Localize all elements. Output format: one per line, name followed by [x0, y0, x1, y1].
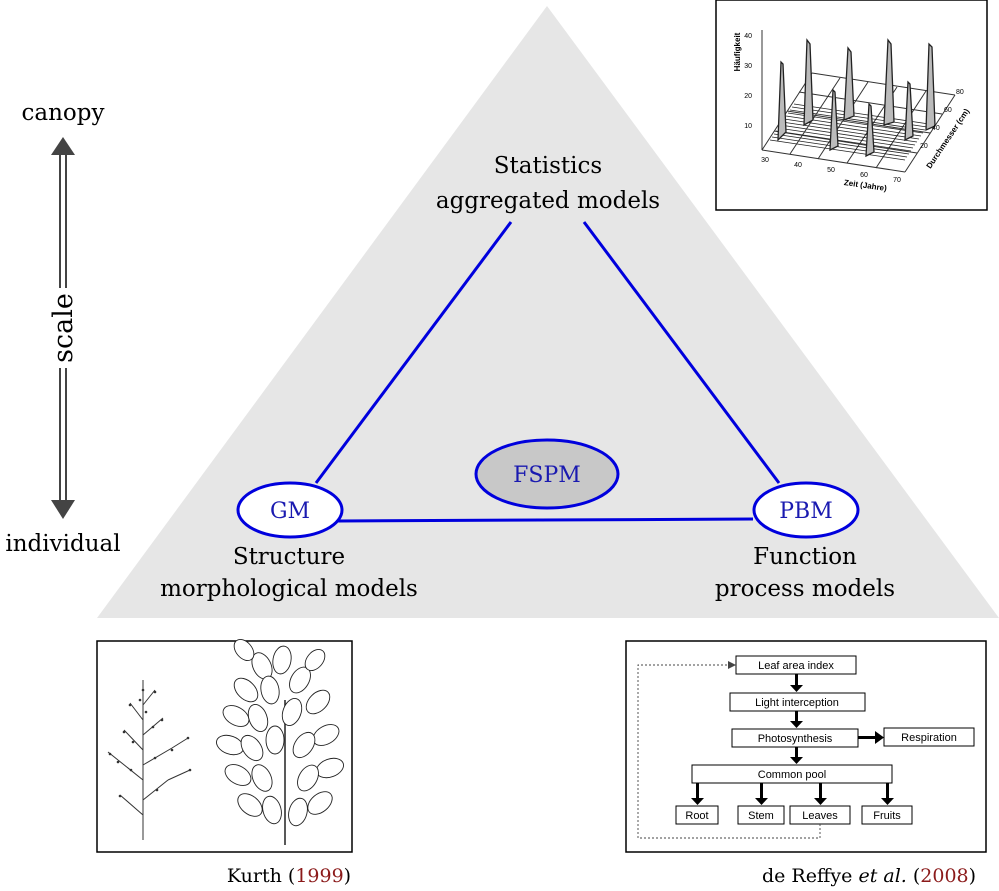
- flow-feedback-loop: [637, 664, 821, 839]
- flow-root: Root: [685, 810, 708, 822]
- flow-fruits: Fruits: [873, 810, 901, 822]
- flow-common-pool-box: [691, 764, 893, 784]
- structure-label: Structure: [233, 544, 345, 570]
- model-triangle-edges: [314, 221, 781, 523]
- scale-arrow-down: [51, 500, 75, 519]
- citation-dereffye-year[interactable]: 2008: [920, 865, 968, 887]
- flow-fruits-box: [861, 805, 913, 825]
- citation-kurth: Kurth (1999): [227, 865, 351, 887]
- scale-bottom-label: individual: [5, 531, 120, 557]
- stat-xtick-60: 60: [860, 172, 868, 179]
- stat-xtick-40: 40: [794, 162, 802, 169]
- flow-common-pool: Common pool: [758, 769, 826, 781]
- leafy-tree-drawing: [216, 639, 344, 845]
- pbm-node: [752, 481, 860, 539]
- stat-ytick-20: 20: [744, 93, 752, 100]
- stat-ytick-10: 10: [744, 123, 752, 130]
- flow-leaves: Leaves: [802, 810, 838, 822]
- scale-axis: canopy scale individual: [5, 100, 120, 557]
- stat-ztick-20: 20: [920, 143, 928, 150]
- edge-gm-pbm: [337, 517, 754, 523]
- structure-figure: [96, 639, 353, 853]
- process-models-label: process models: [715, 576, 895, 602]
- stat-xtick-70: 70: [893, 177, 901, 184]
- statistics-label: Statistics: [494, 153, 602, 179]
- flow-respiration: Respiration: [901, 732, 957, 744]
- gm-node-label: GM: [270, 499, 310, 524]
- morphological-models-label: morphological models: [160, 576, 418, 602]
- stat-xtick-30: 30: [761, 157, 769, 164]
- flow-root-box: [675, 805, 719, 825]
- stat-ztick-80: 80: [956, 89, 964, 96]
- stat-ztick-60: 60: [944, 107, 952, 114]
- bare-tree-drawing: [107, 680, 191, 840]
- statistics-figure: Häufigkeit 40 30 20 10 30 40 50 60 70 Ze…: [715, 0, 988, 211]
- aggregated-models-label: aggregated models: [436, 188, 660, 214]
- stat-ztick-40: 40: [932, 125, 940, 132]
- flow-light-interception: Light interception: [755, 697, 839, 709]
- function-figure: Leaf area index Light interception Photo…: [625, 640, 987, 853]
- flow-stem-box: [737, 805, 785, 825]
- scale-top-label: canopy: [22, 100, 105, 126]
- citation-dereffye: de Reffye et al. (2008): [762, 865, 976, 887]
- scale-label: scale: [48, 293, 79, 363]
- edge-stat-gm: [314, 221, 513, 484]
- flow-leaf-area-index: Leaf area index: [758, 660, 834, 672]
- edge-stat-pbm: [582, 221, 781, 484]
- pbm-node-label: PBM: [779, 499, 833, 524]
- background-triangle: [97, 6, 999, 618]
- fspm-node-label: FSPM: [513, 463, 581, 488]
- citation-kurth-year[interactable]: 1999: [295, 865, 343, 887]
- stat-ylabel: Häufigkeit: [733, 32, 742, 71]
- fspm-node: [474, 438, 620, 510]
- gm-node: [236, 481, 344, 539]
- stat-ytick-40: 40: [744, 33, 752, 40]
- stat-xtick-50: 50: [827, 167, 835, 174]
- flow-photosynthesis: Photosynthesis: [758, 733, 833, 745]
- flow-stem: Stem: [748, 810, 774, 822]
- scale-arrow-up: [51, 137, 75, 155]
- stat-ytick-30: 30: [744, 63, 752, 70]
- function-label: Function: [753, 544, 857, 570]
- flow-respiration-box: [883, 727, 975, 747]
